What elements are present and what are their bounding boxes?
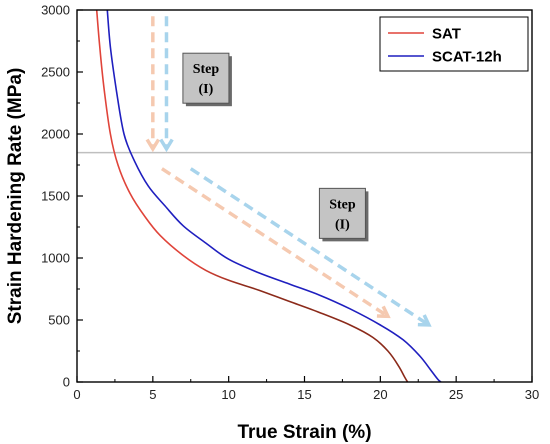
y-tick-label: 1000 — [41, 251, 70, 266]
step-box — [182, 52, 230, 104]
y-tick-label: 2000 — [41, 127, 70, 142]
dashed-arrow-shaft-4 — [189, 167, 430, 327]
dashed-arrow-head-4 — [417, 314, 432, 327]
y-tick-label: 2500 — [41, 65, 70, 80]
x-axis-title: True Strain (%) — [237, 422, 371, 443]
legend-label: SCAT-12h — [432, 49, 502, 66]
dashed-arrow-head-1 — [145, 138, 161, 153]
x-tick-label: 30 — [525, 387, 539, 402]
dashed-arrow-head-2 — [159, 138, 174, 153]
y-tick-label: 3000 — [41, 3, 70, 18]
annotations-layer: Step (I) Step (I) — [182, 52, 369, 242]
series-line-sat — [95, 9, 409, 383]
x-tick-label: 15 — [297, 387, 311, 402]
dashed-arrow-head-3 — [376, 305, 391, 319]
arrows-layer — [145, 16, 432, 327]
legend-box — [379, 16, 529, 72]
legend: SAT SCAT-12h — [379, 16, 529, 72]
step-annotation-text: Step — [329, 197, 356, 212]
x-tick-label: 25 — [449, 387, 463, 402]
y-tick-label: 0 — [63, 375, 70, 390]
x-tick-label: 5 — [149, 387, 156, 402]
axes-layer: 0 5 10 15 20 25 30 0 500 1000 1500 2000 2500 3000 — [41, 3, 539, 403]
x-tick-label: 0 — [73, 387, 80, 402]
y-axis-title: Strain Hardening Rate (MPa) — [5, 68, 26, 325]
series-layer — [95, 9, 442, 383]
x-tick-label: 20 — [373, 387, 387, 402]
dashed-arrow-shaft-3 — [160, 167, 389, 318]
step-box — [318, 187, 366, 239]
y-tick-label: 500 — [48, 313, 70, 328]
series-line-scat-12h — [106, 9, 442, 383]
x-tick-label: 10 — [221, 387, 235, 402]
step-annotation-text: (I) — [335, 217, 350, 232]
legend-label: SAT — [432, 26, 461, 43]
step-annotation-text: Step — [193, 62, 220, 77]
y-tick-label: 1500 — [41, 189, 70, 204]
step-annotation-text: (I) — [199, 82, 214, 97]
